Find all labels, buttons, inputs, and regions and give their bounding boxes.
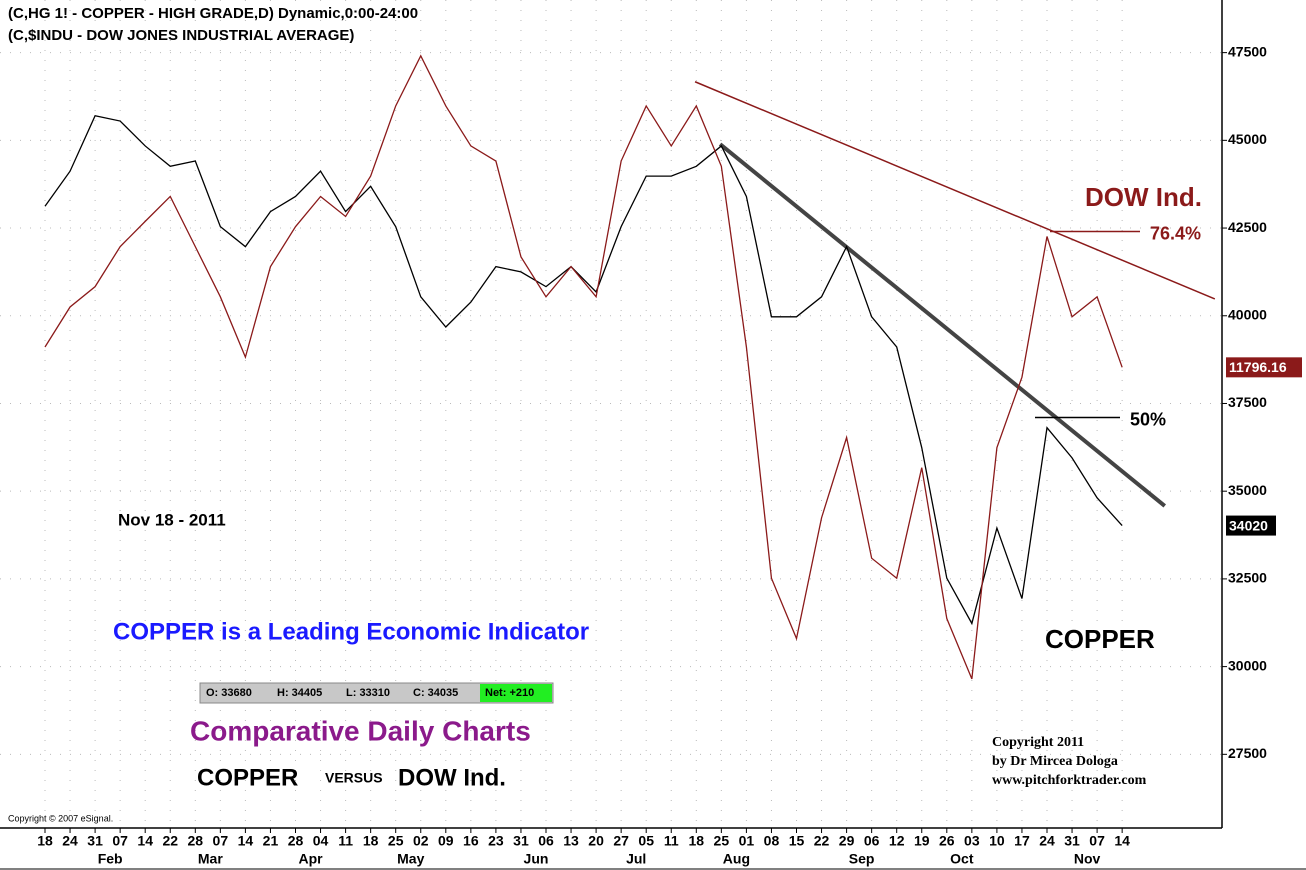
x-tick-label: 06 (538, 833, 554, 849)
y-tick-label: 47500 (1228, 43, 1267, 59)
price-tag (1226, 357, 1302, 378)
headline: COPPER is a Leading Economic Indicator (113, 618, 589, 645)
x-tick-label: 16 (463, 833, 479, 849)
month-label: Oct (950, 851, 974, 867)
x-tick-label: 31 (1064, 833, 1080, 849)
x-tick-label: 14 (1114, 833, 1130, 849)
copyright-line: www.pitchforktrader.com (992, 773, 1147, 788)
x-tick-label: 09 (438, 833, 454, 849)
x-tick-label: 05 (638, 833, 654, 849)
x-tick-label: 29 (839, 833, 855, 849)
x-tick-label: 24 (1039, 833, 1055, 849)
x-tick-label: 13 (563, 833, 579, 849)
y-tick-label: 30000 (1228, 657, 1267, 673)
series-line (44, 115, 1123, 626)
x-tick-label: 12 (889, 833, 905, 849)
ohlc-text: C: 34035 (413, 687, 458, 699)
level-label: 50% (1130, 409, 1166, 429)
subtitle: Comparative Daily Charts (190, 715, 531, 746)
month-label: Jun (524, 851, 549, 867)
marks (44, 54, 1216, 680)
x-tick-label: 06 (864, 833, 880, 849)
x-tick-label: 07 (1089, 833, 1105, 849)
x-tick-label: 18 (689, 833, 705, 849)
net-text: Net: +210 (485, 687, 534, 699)
y-tick-label: 40000 (1228, 306, 1267, 322)
x-tick-label: 26 (939, 833, 955, 849)
x-tick-label: 28 (288, 833, 304, 849)
series-line (44, 54, 1123, 680)
x-tick-label: 19 (914, 833, 930, 849)
net-box (480, 684, 552, 702)
x-tick-label: 11 (338, 833, 353, 849)
x-tick-label: 04 (313, 833, 329, 849)
trendline (694, 81, 1216, 300)
month-label: May (397, 851, 424, 867)
ohlc-box (199, 682, 554, 704)
price-tag (1226, 515, 1276, 536)
y-tick-label: 42500 (1228, 219, 1267, 235)
x-tick-label: 20 (588, 833, 604, 849)
month-label: Nov (1074, 851, 1101, 867)
versus-text: COPPER (197, 764, 298, 791)
month-label: Aug (723, 851, 750, 867)
ohlc-text: H: 34405 (277, 687, 322, 699)
header-line: (C,$INDU - DOW JONES INDUSTRIAL AVERAGE) (8, 27, 354, 44)
x-tick-label: 27 (613, 833, 629, 849)
price-tag-label: 34020 (1229, 517, 1268, 533)
month-label: Jul (626, 851, 646, 867)
x-tick-label: 25 (388, 833, 404, 849)
y-tick-label: 45000 (1228, 131, 1267, 147)
month-label: Apr (298, 851, 323, 867)
month-label: Mar (198, 851, 223, 867)
y-tick-label: 35000 (1228, 482, 1267, 498)
x-tick-label: 08 (764, 833, 780, 849)
x-tick-label: 21 (263, 833, 279, 849)
x-tick-label: 22 (814, 833, 830, 849)
ohlc-text: O: 33680 (206, 687, 252, 699)
x-tick-label: 22 (162, 833, 178, 849)
header-line: (C,HG 1! - COPPER - HIGH GRADE,D) Dynami… (8, 5, 418, 22)
x-tick-label: 28 (188, 833, 204, 849)
x-tick-label: 07 (213, 833, 229, 849)
ohlc-text: L: 33310 (346, 687, 390, 699)
x-tick-label: 17 (1014, 833, 1030, 849)
x-tick-label: 31 (513, 833, 529, 849)
x-tick-label: 15 (789, 833, 805, 849)
x-tick-label: 02 (413, 833, 429, 849)
month-label: Feb (98, 851, 123, 867)
x-tick-label: 10 (989, 833, 1005, 849)
esignal-copyright: Copyright © 2007 eSignal. (8, 813, 113, 823)
x-tick-label: 14 (137, 833, 153, 849)
price-tag-label: 11796.16 (1229, 359, 1287, 375)
versus-text: DOW Ind. (398, 764, 506, 791)
copyright-line: by Dr Mircea Dologa (992, 754, 1118, 769)
versus-text: VERSUS (325, 770, 383, 786)
x-tick-label: 23 (488, 833, 504, 849)
x-tick-label: 18 (363, 833, 379, 849)
x-tick-label: 11 (664, 833, 679, 849)
x-tick-label: 31 (87, 833, 103, 849)
x-tick-label: 25 (714, 833, 730, 849)
series-label: COPPER (1045, 624, 1155, 654)
x-tick-label: 01 (739, 833, 755, 849)
y-tick-label: 27500 (1228, 745, 1267, 761)
x-tick-label: 18 (37, 833, 53, 849)
x-tick-label: 14 (238, 833, 254, 849)
y-tick-label: 32500 (1228, 570, 1267, 586)
copyright-line: Copyright 2011 (992, 735, 1084, 750)
date-label: Nov 18 - 2011 (118, 510, 226, 529)
x-tick-label: 03 (964, 833, 980, 849)
trendline (718, 142, 1166, 508)
level-label: 76.4% (1150, 223, 1201, 243)
month-label: Sep (849, 851, 875, 867)
y-tick-label: 37500 (1228, 394, 1267, 410)
x-tick-label: 24 (62, 833, 78, 849)
x-tick-label: 07 (112, 833, 128, 849)
series-label: DOW Ind. (1085, 182, 1202, 212)
